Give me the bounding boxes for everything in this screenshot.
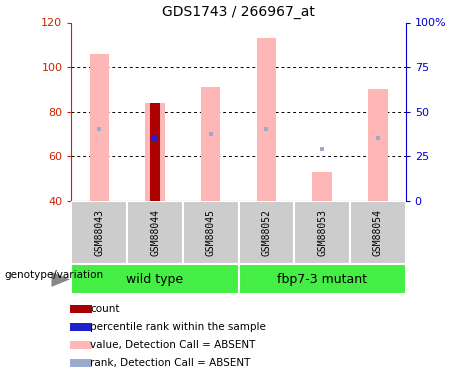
Text: GSM88053: GSM88053 [317,209,327,256]
Text: percentile rank within the sample: percentile rank within the sample [90,322,266,332]
Bar [201,87,220,201]
Bar [238,264,406,294]
Text: rank, Detection Call = ABSENT: rank, Detection Call = ABSENT [90,358,250,368]
Bar [71,201,127,264]
Text: fbp7-3 mutant: fbp7-3 mutant [277,273,367,286]
Text: GSM88052: GSM88052 [261,209,272,256]
Bar [71,264,239,294]
Text: count: count [90,304,120,314]
Bar [70,323,92,331]
Bar [70,359,92,367]
Bar [150,103,160,201]
Bar [183,201,238,264]
Bar [70,305,92,313]
Bar [70,341,92,349]
Bar [257,38,276,201]
Text: wild type: wild type [126,273,183,286]
Title: GDS1743 / 266967_at: GDS1743 / 266967_at [162,5,315,19]
Polygon shape [52,272,70,287]
Text: genotype/variation: genotype/variation [5,270,104,280]
Text: GSM88044: GSM88044 [150,209,160,256]
Bar [313,172,332,201]
Bar [145,103,165,201]
Text: GSM88045: GSM88045 [206,209,216,256]
Bar [238,201,294,264]
Bar [350,201,406,264]
Text: value, Detection Call = ABSENT: value, Detection Call = ABSENT [90,340,255,350]
Bar [368,89,388,201]
Text: GSM88043: GSM88043 [95,209,104,256]
Text: GSM88054: GSM88054 [373,209,383,256]
Bar [127,201,183,264]
Bar [89,54,109,201]
Bar [294,201,350,264]
